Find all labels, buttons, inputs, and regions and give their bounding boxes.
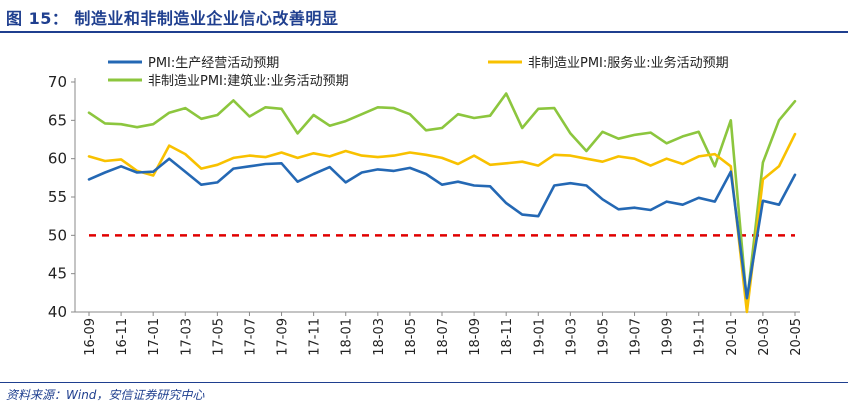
x-tick-label: 18-07 — [436, 318, 451, 356]
series-line-2 — [87, 132, 797, 314]
legend-label-2: 非制造业PMI:服务业:业务活动预期 — [528, 55, 729, 71]
legend-label-3: 非制造业PMI:建筑业:业务活动预期 — [148, 73, 349, 89]
x-tick-label: 19-07 — [629, 318, 644, 356]
series-line-1 — [87, 157, 797, 300]
x-tick-label: 17-05 — [211, 318, 226, 356]
x-tick-label: 19-03 — [564, 318, 579, 356]
legend-label-1: PMI:生产经营活动预期 — [148, 56, 279, 71]
x-tick-label: 19-05 — [596, 318, 611, 356]
x-tick-label: 16-11 — [115, 318, 130, 356]
x-tick-label: 18-03 — [372, 318, 387, 356]
x-tick-label: 18-01 — [340, 318, 355, 356]
x-tick-label: 17-11 — [308, 318, 323, 356]
figure-header: 图 15： 制造业和非制造业企业信心改善明显 — [0, 0, 848, 34]
x-tick-label: 19-01 — [532, 318, 547, 356]
y-tick-label: 45 — [48, 265, 67, 283]
figure-title: 图 15： 制造业和非制造业企业信心改善明显 — [6, 9, 339, 28]
x-tick-label: 17-01 — [147, 318, 162, 356]
source-note: 资料来源：Wind，安信证券研究中心 — [6, 388, 205, 402]
x-tick-label: 16-09 — [83, 318, 98, 356]
source-rule — [0, 382, 848, 383]
series-line-3 — [87, 92, 797, 305]
y-tick-label: 70 — [48, 73, 67, 91]
y-tick-label: 50 — [48, 226, 67, 244]
x-tick-label: 17-07 — [243, 318, 258, 356]
x-tick-label: 17-03 — [179, 318, 194, 356]
title-rule — [0, 31, 848, 33]
y-tick-label: 65 — [48, 111, 67, 129]
x-tick-label: 19-09 — [661, 318, 676, 356]
x-tick-label: 20-01 — [725, 318, 740, 356]
x-tick-label: 20-03 — [757, 318, 772, 356]
y-tick-label: 55 — [48, 188, 67, 206]
x-tick-label: 18-05 — [404, 318, 419, 356]
x-tick-label: 20-05 — [789, 318, 804, 356]
y-tick-label: 40 — [48, 303, 67, 321]
x-tick-label: 19-11 — [693, 318, 708, 356]
x-tick-label: 18-09 — [468, 318, 483, 356]
x-tick-label: 17-09 — [276, 318, 291, 356]
y-tick-label: 60 — [48, 150, 67, 168]
x-tick-label: 18-11 — [500, 318, 515, 356]
